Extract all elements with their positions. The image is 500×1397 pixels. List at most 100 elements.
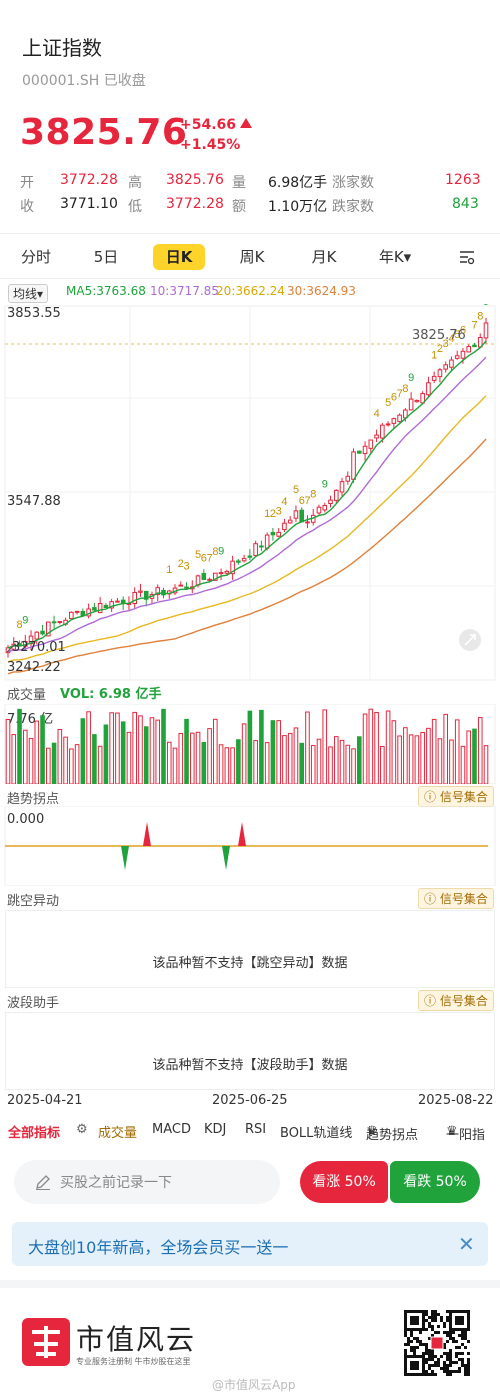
qr-module [464, 1370, 467, 1373]
qr-module [452, 1328, 455, 1331]
td-count-mark: 6 [460, 324, 466, 336]
qr-module [410, 1334, 413, 1337]
stock-code-status: 000001.SH 已收盘 [22, 73, 146, 89]
volume-bar [143, 726, 149, 784]
tab-yearly-k[interactable]: 年K▾ [378, 248, 412, 266]
volume-bar [17, 708, 22, 784]
candle-body [454, 355, 460, 359]
volume-bar [282, 735, 287, 784]
qr-module [404, 1334, 407, 1337]
qr-module [425, 1349, 428, 1352]
qr-module [431, 1310, 434, 1313]
gear-icon[interactable]: ⚙ [76, 1122, 88, 1137]
note-input[interactable]: 买股之前记录一下 [14, 1160, 280, 1204]
bullish-button[interactable]: 看涨 50% [300, 1161, 388, 1203]
volume-chart[interactable] [0, 704, 500, 784]
qr-module [455, 1346, 458, 1349]
qr-module [467, 1316, 470, 1319]
low-marker-icon [6, 643, 16, 653]
gap-signal-button[interactable]: ⓘ 信号集合 [418, 888, 494, 909]
qr-module [425, 1343, 428, 1346]
qr-module [446, 1358, 449, 1361]
note-placeholder: 买股之前记录一下 [60, 1175, 172, 1191]
td-count-mark: 9 [218, 546, 224, 558]
volume-bar [351, 748, 356, 784]
wave-signal-button[interactable]: ⓘ 信号集合 [418, 990, 494, 1011]
qr-module [452, 1337, 455, 1340]
trend-chart[interactable] [0, 806, 500, 886]
qr-module [431, 1316, 434, 1319]
qr-module [422, 1316, 425, 1319]
wave-label: 波段助手 [7, 996, 60, 1011]
volume-bar [333, 736, 339, 784]
volume-bar [161, 708, 166, 784]
indicator-rsi[interactable]: RSI [245, 1122, 267, 1137]
ma5-value: MA5:3763.68 [66, 284, 146, 298]
qr-module [428, 1352, 431, 1355]
qr-module [455, 1316, 458, 1319]
tab-5day[interactable]: 5日 [93, 248, 119, 266]
qr-module [467, 1358, 470, 1361]
qr-module [461, 1328, 464, 1331]
candle-body [368, 439, 374, 449]
candle-body [264, 534, 270, 549]
td-count-mark: 8 [477, 310, 483, 322]
qr-module [440, 1319, 443, 1322]
qr-module [452, 1361, 455, 1364]
qr-module [404, 1343, 407, 1346]
qr-module [449, 1331, 452, 1334]
qr-module [416, 1373, 419, 1376]
qr-module [407, 1343, 410, 1346]
qr-module [455, 1355, 458, 1358]
qr-module [407, 1373, 410, 1376]
tab-daily-k[interactable]: 日K [153, 244, 205, 270]
candlestick-chart[interactable]: 8912356789123456789456789123456789 [0, 304, 500, 682]
qr-module [458, 1352, 461, 1355]
volume-bar [230, 747, 235, 784]
tab-monthly-k[interactable]: 月K [311, 248, 337, 266]
qr-module [422, 1325, 425, 1328]
all-indicators-button[interactable]: 全部指标 [8, 1126, 61, 1141]
qr-module [413, 1367, 416, 1370]
close-icon[interactable]: ✕ [458, 1232, 475, 1256]
indicator-macd[interactable]: MACD [152, 1122, 191, 1137]
stat-value-advancers: 1263 [445, 172, 481, 188]
chart-settings-icon[interactable] [452, 244, 482, 270]
volume-bar [368, 708, 374, 784]
volume-bar [328, 746, 333, 784]
indicator-boll[interactable]: BOLL轨道线 [280, 1126, 353, 1141]
promo-banner[interactable]: 大盘创10年新高，全场会员买一送一 ✕ [12, 1222, 488, 1266]
qr-module [425, 1328, 428, 1331]
trend-signal-button[interactable]: ⓘ 信号集合 [418, 786, 494, 807]
indicator-volume[interactable]: 成交量 [98, 1126, 138, 1141]
qr-module [407, 1310, 410, 1313]
volume-bar [195, 731, 201, 784]
td-count-mark: 9 [483, 304, 489, 308]
tab-intraday[interactable]: 分时 [20, 248, 51, 266]
candle-body [34, 631, 40, 640]
qr-module [458, 1328, 461, 1331]
candle-body [322, 504, 328, 511]
bearish-button[interactable]: 看跌 50% [390, 1161, 480, 1203]
stat-label: 开 [20, 175, 34, 191]
qr-module [449, 1373, 452, 1376]
qr-module [413, 1319, 416, 1322]
tab-weekly-k[interactable]: 周K [239, 248, 265, 266]
qr-module [449, 1358, 452, 1361]
volume-bar [178, 732, 184, 784]
volume-bar [92, 734, 97, 784]
qr-module [446, 1334, 449, 1337]
qr-module [467, 1373, 470, 1376]
qr-module [413, 1361, 416, 1364]
indicator-kdj[interactable]: KDJ [204, 1122, 227, 1137]
td-count-mark: 1 [166, 564, 172, 576]
wave-panel [5, 1012, 495, 1090]
qr-module [404, 1310, 407, 1313]
candle-body [483, 322, 489, 339]
qr-module [413, 1373, 416, 1376]
stat-label: 额 [232, 199, 246, 215]
qr-module [443, 1325, 446, 1328]
volume-bar [443, 713, 448, 784]
qr-module [419, 1343, 422, 1346]
ma-selector[interactable]: 均线▾ [8, 284, 49, 303]
